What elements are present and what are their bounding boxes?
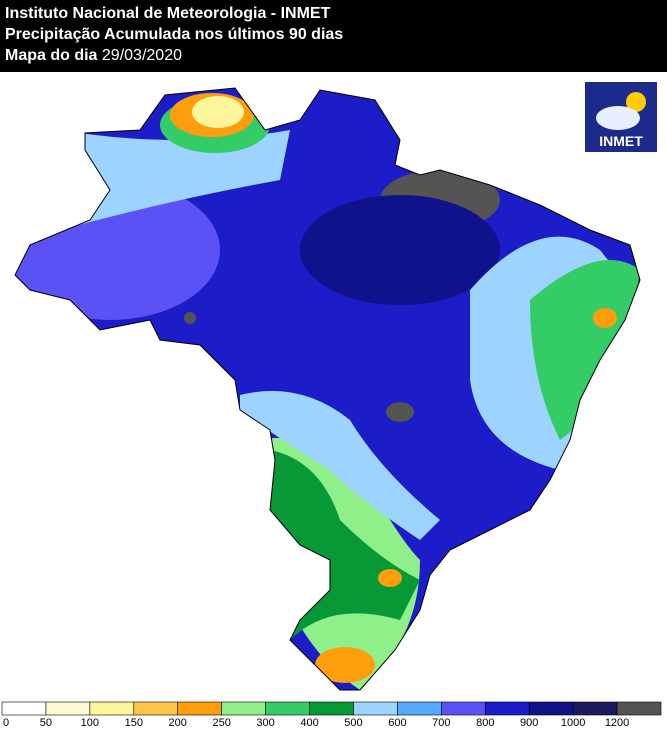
map: INMET <box>14 82 657 691</box>
legend-label: 0 <box>3 717 9 729</box>
field-south-orange <box>315 647 375 683</box>
legend-label: 250 <box>212 717 230 729</box>
legend-label: 1000 <box>561 717 585 729</box>
legend-swatch <box>45 701 91 716</box>
legend-label: 500 <box>344 717 362 729</box>
legend-label: 400 <box>300 717 318 729</box>
logo-cloud <box>596 106 640 130</box>
field-sc-orange <box>378 569 402 587</box>
product-title: Precipitação Acumulada nos últimos 90 di… <box>5 26 344 43</box>
logo-sun <box>626 92 646 112</box>
legend-swatch <box>397 701 442 716</box>
field-center-gray <box>386 402 414 422</box>
legend-swatch <box>133 701 179 716</box>
legend-label: 700 <box>432 717 450 729</box>
legend-swatch <box>484 701 530 716</box>
legend-label: 100 <box>81 717 99 729</box>
legend-swatch <box>572 701 618 716</box>
legend-swatch <box>441 701 486 716</box>
legend-label: 1200 <box>605 717 629 729</box>
precipitation-field <box>15 88 640 690</box>
legend-swatch <box>616 701 662 716</box>
date-line: Mapa do dia 29/03/2020 <box>5 45 662 66</box>
legend-label: 50 <box>40 717 52 729</box>
legend-swatch <box>528 701 574 716</box>
legend-swatch <box>89 701 135 716</box>
field-north-band <box>60 130 290 230</box>
date: 29/03/2020 <box>101 47 182 64</box>
legend-swatch <box>353 701 398 716</box>
field-rondonia-gray <box>184 312 196 324</box>
institute-title: Instituto Nacional de Meteorologia - INM… <box>5 5 331 22</box>
legend-label: 200 <box>169 717 187 729</box>
date-prefix: Mapa do dia <box>5 47 98 64</box>
logo-text: INMET <box>599 133 643 149</box>
legend-label: 300 <box>256 717 274 729</box>
inmet-logo: INMET <box>585 82 657 152</box>
legend-label: 800 <box>476 717 494 729</box>
legend-swatch <box>1 701 47 716</box>
legend-label: 600 <box>388 717 406 729</box>
legend-swatch <box>221 701 266 716</box>
field-northeast-green <box>530 260 640 440</box>
legend-label: 900 <box>520 717 538 729</box>
legend-swatch <box>309 701 354 716</box>
legend-swatch <box>177 701 222 716</box>
legend-swatch <box>265 701 310 716</box>
field-roraima-yellow <box>192 96 244 128</box>
field-para-dark <box>300 195 500 305</box>
field-center-blue <box>240 390 440 540</box>
legend: 0 50 100 150 200 250 300 400 500 600 700 800 900 1000… <box>1 701 662 729</box>
legend-label: 150 <box>125 717 143 729</box>
header: Instituto Nacional de Meteorologia - INM… <box>0 0 667 72</box>
field-northeast-orange <box>593 308 617 328</box>
